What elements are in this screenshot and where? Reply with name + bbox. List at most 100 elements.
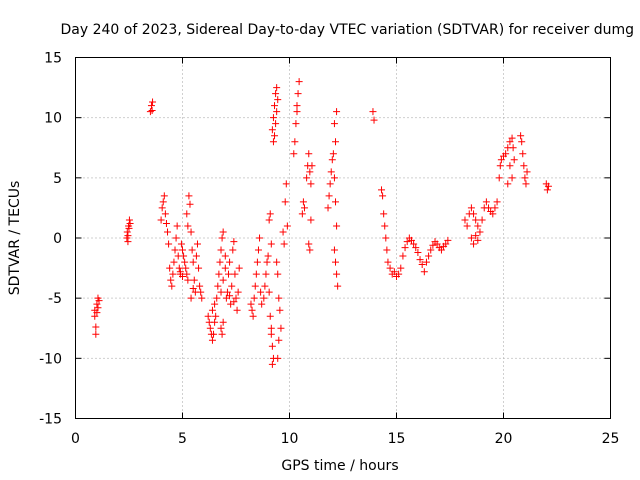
data-point bbox=[508, 174, 516, 182]
data-point bbox=[429, 241, 437, 249]
data-point bbox=[170, 258, 178, 266]
data-point bbox=[437, 246, 445, 254]
data-point bbox=[273, 108, 281, 116]
data-point bbox=[267, 330, 275, 338]
data-point bbox=[306, 246, 314, 254]
data-point bbox=[225, 270, 233, 278]
y-tick-label: 10 bbox=[44, 111, 62, 127]
data-point bbox=[422, 258, 430, 266]
data-point bbox=[249, 312, 257, 320]
data-point bbox=[258, 300, 266, 308]
data-point bbox=[476, 228, 484, 236]
data-point bbox=[94, 304, 102, 312]
data-point bbox=[384, 258, 392, 266]
data-point bbox=[124, 238, 132, 246]
data-point bbox=[521, 174, 529, 182]
data-point bbox=[328, 156, 336, 164]
data-point bbox=[467, 234, 475, 242]
data-point bbox=[230, 298, 238, 306]
data-point bbox=[517, 132, 525, 140]
data-point bbox=[271, 132, 279, 140]
data-point bbox=[217, 288, 225, 296]
data-point bbox=[226, 292, 234, 300]
data-point bbox=[192, 252, 200, 260]
data-point bbox=[179, 273, 186, 281]
data-point bbox=[383, 246, 391, 254]
data-point bbox=[179, 246, 186, 254]
data-point bbox=[478, 216, 486, 224]
data-point bbox=[410, 240, 418, 248]
data-point bbox=[158, 204, 166, 212]
data-point bbox=[185, 192, 193, 200]
data-point bbox=[93, 300, 101, 308]
data-point bbox=[177, 240, 185, 248]
data-point bbox=[303, 174, 311, 182]
data-point bbox=[235, 264, 243, 272]
data-point bbox=[211, 318, 219, 326]
data-point bbox=[496, 162, 504, 170]
data-point bbox=[257, 288, 265, 296]
data-point bbox=[160, 192, 168, 200]
data-point bbox=[215, 270, 223, 278]
data-point bbox=[273, 258, 281, 266]
grid bbox=[75, 57, 611, 419]
data-point bbox=[233, 306, 241, 314]
data-point bbox=[125, 224, 133, 232]
data-point bbox=[369, 108, 377, 116]
x-tick-label: 25 bbox=[602, 431, 620, 447]
data-point bbox=[418, 260, 426, 268]
data-point bbox=[275, 336, 283, 344]
data-point bbox=[169, 270, 177, 278]
data-point bbox=[248, 306, 256, 314]
data-point bbox=[168, 282, 176, 290]
data-point bbox=[463, 222, 471, 230]
data-point bbox=[325, 192, 333, 200]
data-point bbox=[395, 270, 403, 278]
data-point bbox=[333, 270, 341, 278]
data-point bbox=[381, 222, 389, 230]
data-point bbox=[506, 162, 514, 170]
data-point bbox=[497, 156, 505, 164]
data-point bbox=[543, 186, 551, 194]
data-point bbox=[290, 150, 298, 158]
data-point bbox=[267, 240, 275, 248]
data-point bbox=[308, 162, 316, 170]
data-point bbox=[283, 222, 291, 230]
y-tick-label: 5 bbox=[53, 171, 62, 187]
x-tick-label: 15 bbox=[388, 431, 406, 447]
data-point bbox=[266, 210, 274, 218]
data-point bbox=[295, 78, 303, 86]
x-axis-label: GPS time / hours bbox=[281, 458, 398, 474]
data-point bbox=[221, 252, 229, 260]
data-point bbox=[427, 246, 435, 254]
data-point bbox=[332, 258, 340, 266]
data-point bbox=[91, 312, 99, 320]
data-point bbox=[218, 234, 226, 242]
data-point bbox=[280, 240, 288, 248]
data-point bbox=[266, 312, 274, 320]
data-point bbox=[167, 276, 175, 284]
data-point bbox=[195, 264, 203, 272]
data-point bbox=[264, 252, 272, 260]
data-point bbox=[253, 258, 261, 266]
data-point bbox=[263, 258, 271, 266]
data-point bbox=[166, 264, 174, 272]
data-point bbox=[254, 246, 262, 254]
data-point bbox=[173, 222, 181, 230]
data-point bbox=[522, 180, 530, 188]
data-point bbox=[213, 294, 221, 302]
data-point bbox=[390, 268, 398, 276]
data-point bbox=[265, 288, 273, 296]
data-point bbox=[544, 182, 552, 190]
data-point bbox=[196, 282, 204, 290]
data-point bbox=[262, 270, 270, 278]
data-point bbox=[268, 126, 276, 134]
data-point bbox=[467, 204, 475, 212]
data-point bbox=[282, 180, 290, 188]
data-point bbox=[219, 318, 227, 326]
data-point bbox=[324, 204, 332, 212]
data-point bbox=[293, 108, 301, 116]
data-point bbox=[291, 138, 299, 146]
data-point bbox=[183, 210, 191, 218]
